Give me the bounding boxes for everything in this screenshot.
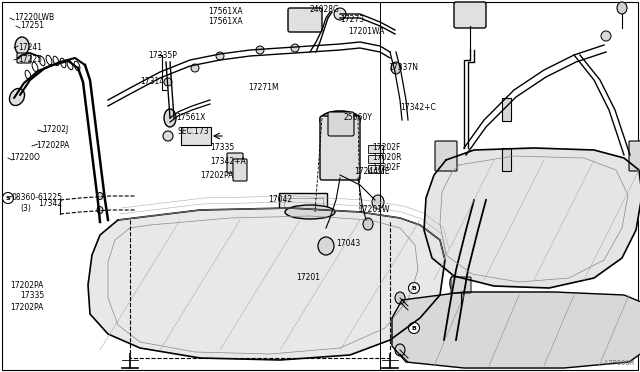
Text: 17342+C: 17342+C <box>400 103 436 112</box>
FancyBboxPatch shape <box>288 8 322 32</box>
Text: 17220LWB: 17220LWB <box>14 13 54 22</box>
Text: 17202PA: 17202PA <box>10 282 44 291</box>
Text: 08360-61225: 08360-61225 <box>12 193 63 202</box>
Ellipse shape <box>164 78 172 86</box>
Text: 17202PA: 17202PA <box>200 171 234 180</box>
Text: 17561X: 17561X <box>176 113 205 122</box>
Text: 17335: 17335 <box>20 292 44 301</box>
Text: 17202PA: 17202PA <box>36 141 69 151</box>
Text: 24028G: 24028G <box>310 6 340 15</box>
Ellipse shape <box>320 111 360 129</box>
FancyBboxPatch shape <box>367 154 383 163</box>
Text: 17202J: 17202J <box>42 125 68 135</box>
Ellipse shape <box>601 31 611 41</box>
Text: 17020R: 17020R <box>372 154 401 163</box>
Text: (3): (3) <box>20 203 31 212</box>
Polygon shape <box>392 292 640 368</box>
FancyBboxPatch shape <box>367 144 383 153</box>
FancyBboxPatch shape <box>367 164 383 173</box>
Ellipse shape <box>395 344 405 356</box>
FancyBboxPatch shape <box>17 53 31 63</box>
FancyBboxPatch shape <box>181 127 211 145</box>
Text: 17335: 17335 <box>210 144 234 153</box>
Text: 17337N: 17337N <box>388 64 418 73</box>
Ellipse shape <box>97 206 103 214</box>
Text: S: S <box>6 196 10 201</box>
Ellipse shape <box>408 282 419 294</box>
Text: 17202PA: 17202PA <box>10 304 44 312</box>
Ellipse shape <box>163 131 173 141</box>
Text: L7P006M: L7P006M <box>604 360 634 366</box>
FancyBboxPatch shape <box>454 2 486 28</box>
Text: B: B <box>412 326 417 330</box>
Ellipse shape <box>216 52 224 60</box>
Text: 17201: 17201 <box>296 273 320 282</box>
Ellipse shape <box>363 218 373 230</box>
Text: 17241: 17241 <box>18 44 42 52</box>
Ellipse shape <box>617 2 627 14</box>
Text: 17342+A: 17342+A <box>210 157 246 167</box>
Text: 17273: 17273 <box>340 16 364 25</box>
Text: 17335P: 17335P <box>148 51 177 61</box>
Text: 25060Y: 25060Y <box>344 113 373 122</box>
FancyBboxPatch shape <box>279 193 327 225</box>
Text: 17225: 17225 <box>18 55 42 64</box>
Text: 17201W: 17201W <box>358 205 390 215</box>
Text: 17201WA: 17201WA <box>348 28 385 36</box>
Ellipse shape <box>408 323 419 334</box>
FancyBboxPatch shape <box>233 159 247 181</box>
FancyBboxPatch shape <box>227 153 243 173</box>
Text: B: B <box>412 285 417 291</box>
FancyBboxPatch shape <box>435 141 457 171</box>
FancyBboxPatch shape <box>328 112 354 136</box>
Ellipse shape <box>256 46 264 54</box>
Text: 17220O: 17220O <box>10 154 40 163</box>
Text: 17042: 17042 <box>268 196 292 205</box>
Text: 17202F: 17202F <box>372 164 401 173</box>
Ellipse shape <box>391 62 401 74</box>
Ellipse shape <box>191 64 199 72</box>
FancyBboxPatch shape <box>502 97 511 121</box>
FancyBboxPatch shape <box>629 141 640 171</box>
Text: 17251: 17251 <box>20 22 44 31</box>
Text: 17043: 17043 <box>336 240 360 248</box>
Text: 17314: 17314 <box>140 77 164 87</box>
Text: SEC.173: SEC.173 <box>178 128 210 137</box>
Text: 17202F: 17202F <box>372 144 401 153</box>
Ellipse shape <box>372 195 384 209</box>
Ellipse shape <box>15 37 29 55</box>
Ellipse shape <box>97 192 103 199</box>
Text: 17342: 17342 <box>38 199 62 208</box>
FancyBboxPatch shape <box>502 148 511 170</box>
Ellipse shape <box>10 89 24 106</box>
Polygon shape <box>88 208 445 360</box>
Ellipse shape <box>164 109 176 127</box>
Ellipse shape <box>3 192 13 203</box>
Ellipse shape <box>395 292 405 304</box>
Ellipse shape <box>334 8 346 20</box>
FancyBboxPatch shape <box>320 116 360 180</box>
Ellipse shape <box>285 205 335 219</box>
Ellipse shape <box>291 44 299 52</box>
Polygon shape <box>424 148 640 288</box>
Text: 17561XA: 17561XA <box>208 17 243 26</box>
FancyBboxPatch shape <box>451 277 471 293</box>
Ellipse shape <box>318 237 334 255</box>
Text: 17561XA: 17561XA <box>208 7 243 16</box>
Text: 17271M: 17271M <box>248 83 278 93</box>
Text: 17244ME: 17244ME <box>354 167 390 176</box>
